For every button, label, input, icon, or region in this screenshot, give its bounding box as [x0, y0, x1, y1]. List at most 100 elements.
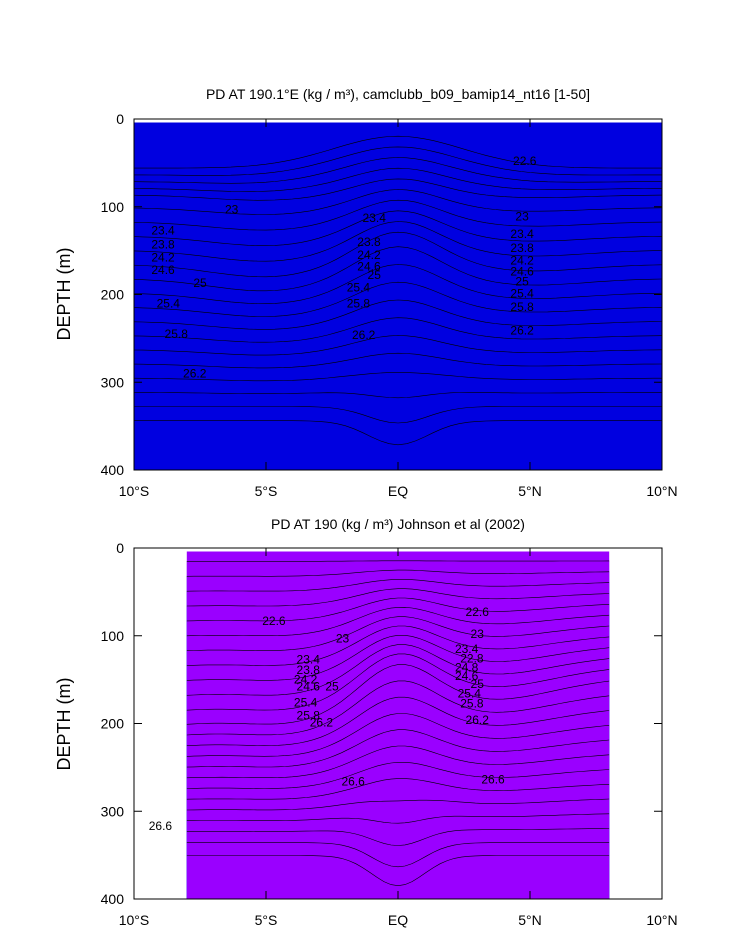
contour-line [186, 762, 610, 789]
contour-label: 25 [471, 677, 485, 691]
chart-bottom-contour-lines [186, 560, 610, 887]
contour-line [134, 146, 662, 176]
contour-label: 24.2 [294, 673, 318, 687]
chart-bottom-contour-labels: 22.622.623 2323.423.423.822.824.224.824.6… [149, 605, 505, 833]
x-tick-label: 10°S [119, 483, 150, 499]
contour-label: 26.6 [481, 773, 505, 787]
contour-label: 24.6 [510, 265, 534, 279]
chart-top-ylabel: DEPTH (m) [54, 248, 74, 341]
y-tick-label: 100 [101, 199, 125, 215]
contour-line [186, 588, 610, 607]
contour-label: 26.6 [149, 819, 173, 833]
contour-line [134, 392, 662, 399]
contour-band [186, 551, 610, 899]
y-tick-label: 300 [101, 803, 125, 819]
contour-line [133, 317, 663, 343]
contour-line [186, 616, 610, 651]
contour-label: 24.2 [357, 248, 381, 262]
contour-label: 25.4 [294, 695, 318, 709]
contour-label: 23.8 [510, 241, 534, 255]
y-tick-label: 200 [101, 716, 125, 732]
contour-label: 23 [515, 209, 529, 223]
contour-line [133, 281, 663, 317]
x-tick-label: 5°S [255, 483, 278, 499]
contour-label: 26.2 [510, 323, 534, 337]
contour-label: 25.8 [297, 709, 321, 723]
chart-top-axes: 10°S 5°S EQ 5°N 10°N 0 100 200 300 400 [101, 111, 678, 499]
x-tick-label: EQ [388, 483, 408, 499]
contour-line [186, 606, 610, 637]
contour-label: 25.8 [165, 327, 189, 341]
contour-label: 22.6 [466, 605, 490, 619]
contour-line [186, 597, 610, 622]
y-tick-label: 0 [116, 111, 124, 127]
contour-label: 23 [336, 631, 350, 645]
contour-line [186, 828, 610, 846]
x-tick-label: 10°N [646, 483, 677, 499]
contour-line [133, 221, 663, 262]
contour-line [133, 189, 663, 215]
contour-line [186, 680, 610, 736]
contour-label: 25 [515, 274, 529, 288]
contour-label: 26.2 [310, 716, 334, 730]
contour-label: 23.4 [151, 223, 175, 237]
contour-label: 24.6 [455, 669, 479, 683]
contour-line [186, 664, 610, 725]
contour-label: 23 [225, 202, 239, 216]
chart-bottom: PD AT 190 (kg / m³) Johnson et al (2002)… [54, 516, 678, 928]
contour-label: 22.8 [460, 652, 484, 666]
contour-line [186, 635, 610, 681]
y-tick-label: 100 [101, 628, 125, 644]
contour-line [186, 798, 610, 811]
contour-line [133, 299, 663, 330]
contour-line [134, 406, 662, 424]
y-tick-label: 0 [116, 540, 124, 556]
contour-label: 23.4 [297, 652, 321, 666]
contour-label: 25.8 [510, 300, 534, 314]
contour-line [134, 420, 662, 446]
chart-top-contour-lines [133, 135, 663, 446]
contour-line [186, 569, 610, 577]
contour-line [133, 199, 663, 231]
chart-top-title: PD AT 190.1°E (kg / m³), camclubb_b09_ba… [206, 86, 590, 102]
contour-label: 25.4 [510, 287, 534, 301]
contour-label: 22.6 [262, 614, 286, 628]
contour-line [133, 264, 663, 305]
contour-line [186, 625, 610, 666]
contour-line [186, 713, 610, 757]
contour-line [186, 579, 610, 592]
contour-label: 24.6 [297, 680, 321, 694]
contour-line [186, 855, 610, 887]
contour-label: 25.8 [460, 696, 484, 710]
contour-line [133, 335, 663, 356]
contour-line [134, 135, 662, 169]
contour-label: 23.4 [363, 211, 387, 225]
contour-label: 23.4 [455, 642, 479, 656]
contour-label: 23 [471, 627, 485, 641]
contour-line [133, 210, 663, 246]
chart-top: PD AT 190.1°E (kg / m³), camclubb_b09_ba… [54, 86, 678, 499]
contour-line [133, 231, 663, 278]
contour-label: 23.8 [297, 663, 321, 677]
contour-label: 25.4 [157, 296, 181, 310]
contour-line [186, 842, 610, 868]
contour-line [133, 157, 662, 184]
contour-label: 26.2 [466, 713, 490, 727]
x-tick-label: 5°S [255, 912, 278, 928]
contour-line [186, 813, 610, 824]
x-tick-label: 10°S [119, 912, 150, 928]
contour-band [134, 122, 662, 470]
contour-line [133, 246, 663, 292]
contour-label: 24.6 [357, 259, 381, 273]
contour-label: 25.8 [347, 296, 371, 310]
contour-label: 22.6 [513, 154, 537, 168]
contour-line [186, 653, 610, 711]
chart-bottom-contour-fill [186, 551, 610, 899]
y-tick-label: 300 [101, 374, 125, 390]
contour-line [186, 644, 610, 696]
contour-line [186, 745, 610, 779]
chart-bottom-ylabel: DEPTH (m) [54, 678, 74, 771]
contour-line [133, 352, 663, 369]
